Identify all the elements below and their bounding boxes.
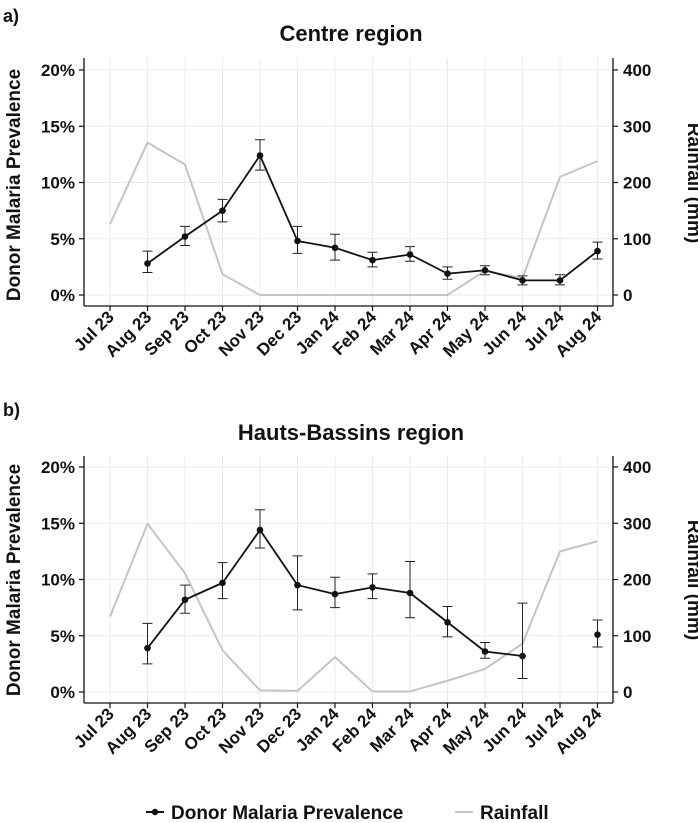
y-tick-label: 5% (50, 627, 75, 646)
legend-item-prevalence: Donor Malaria Prevalence (146, 803, 403, 823)
y-tick-label: 15% (41, 117, 75, 136)
y2-tick-label: 0 (623, 683, 632, 702)
prevalence-point (294, 237, 301, 245)
prevalence-point (219, 579, 226, 587)
prevalence-point (519, 652, 526, 660)
prevalence-point (406, 589, 414, 597)
y2-tick-label: 100 (623, 230, 651, 249)
panel-centre: a) Centre region Donor Malaria Prevalenc… (3, 6, 698, 361)
y-axis-label-right: Rainfall (mm) (683, 520, 698, 640)
y-axis-label-left: Donor Malaria Prevalence (4, 464, 25, 696)
legend-label-rainfall: Rainfall (480, 803, 549, 823)
rainfall-series (109, 522, 598, 693)
y-ticks-right: 0 100 200 300 400 (613, 61, 651, 305)
prevalence-point (556, 277, 564, 284)
prevalence-point (481, 266, 489, 274)
y2-tick-label: 400 (623, 458, 651, 477)
y-tick-label: 20% (41, 458, 75, 477)
legend-item-rainfall: Rainfall (455, 803, 549, 823)
legend-label-prevalence: Donor Malaria Prevalence (171, 803, 403, 823)
panel-label: b) (3, 400, 20, 420)
y-tick-label: 20% (41, 61, 75, 80)
y-axis-label-right: Rainfall (mm) (683, 123, 698, 243)
prevalence-point (294, 581, 301, 589)
legend: Donor Malaria Prevalence Rainfall (146, 803, 549, 823)
grid (84, 58, 613, 306)
y2-tick-label: 400 (623, 61, 651, 80)
prevalence-point (256, 526, 264, 534)
prevalence-point (144, 260, 151, 267)
prevalence-point (331, 590, 339, 598)
prevalence-point (594, 247, 601, 255)
y2-tick-label: 300 (623, 514, 651, 533)
grid (84, 456, 613, 703)
prevalence-point (406, 251, 414, 258)
y-tick-label: 10% (41, 571, 75, 590)
y-axis-label-left: Donor Malaria Prevalence (4, 69, 25, 301)
y-ticks-right: 0 100 200 300 400 (613, 458, 651, 702)
prevalence-point (369, 584, 376, 591)
y2-tick-label: 0 (623, 286, 632, 305)
prevalence-series (142, 509, 603, 679)
rainfall-series (109, 141, 598, 296)
y-tick-label: 10% (41, 174, 75, 193)
chart-title: Hauts-Bassins region (238, 420, 464, 445)
chart-title: Centre region (279, 21, 422, 46)
y-tick-label: 0% (50, 683, 75, 702)
panel-hauts-bassins: b) Hauts-Bassins region Donor Malaria Pr… (3, 400, 698, 758)
panel-label: a) (3, 6, 19, 26)
prevalence-point (219, 207, 226, 214)
prevalence-point (519, 277, 526, 284)
y2-tick-label: 200 (623, 174, 651, 193)
prevalence-point (481, 648, 489, 655)
y-tick-label: 0% (50, 286, 75, 305)
y2-tick-label: 100 (623, 627, 651, 646)
y-ticks-left: 0% 5% 10% 15% 20% (41, 458, 84, 702)
prevalence-point (594, 631, 601, 638)
y-ticks-left: 0% 5% 10% 15% 20% (41, 61, 84, 305)
prevalence-point (331, 244, 339, 252)
prevalence-point (181, 233, 189, 240)
prevalence-point (144, 644, 151, 652)
prevalence-point (444, 618, 451, 626)
prevalence-point (256, 152, 264, 159)
y2-tick-label: 200 (623, 571, 651, 590)
rainfall-line (109, 141, 598, 296)
prevalence-series (142, 139, 603, 286)
y2-tick-label: 300 (623, 117, 651, 136)
y-tick-label: 15% (41, 514, 75, 533)
legend-marker-prevalence (151, 808, 159, 816)
prevalence-point (181, 596, 189, 604)
prevalence-point (369, 256, 376, 264)
rainfall-line (109, 522, 598, 693)
prevalence-point (444, 270, 451, 277)
y-tick-label: 5% (50, 230, 75, 249)
